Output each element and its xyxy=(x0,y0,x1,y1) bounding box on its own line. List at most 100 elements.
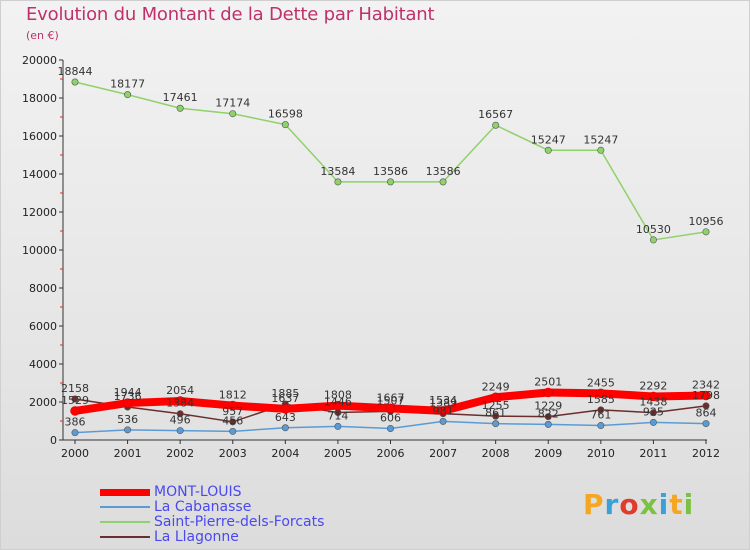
data-point-mont-louis xyxy=(122,398,133,408)
data-point-saint-pierre-dels-forcats xyxy=(386,178,394,186)
data-point-saint-pierre-dels-forcats xyxy=(544,146,552,154)
data-label: 2249 xyxy=(482,380,510,393)
y-tick-label: 14000 xyxy=(22,168,57,181)
x-tick-label: 2001 xyxy=(114,447,142,460)
data-label: 1529 xyxy=(61,394,89,407)
data-point-saint-pierre-dels-forcats xyxy=(124,91,132,99)
data-label: 957 xyxy=(222,405,243,418)
data-point-la-llagonne xyxy=(71,395,79,403)
data-label: 1808 xyxy=(324,389,352,402)
data-point-la-cabanasse xyxy=(71,429,79,437)
chart-title: Evolution du Montant de la Dette par Hab… xyxy=(26,4,435,25)
data-label: 18844 xyxy=(58,65,93,78)
data-label: 761 xyxy=(590,409,611,422)
data-label: 822 xyxy=(538,407,559,420)
data-point-saint-pierre-dels-forcats xyxy=(71,78,79,86)
data-point-mont-louis xyxy=(701,390,711,401)
x-tick-label: 2005 xyxy=(324,447,352,460)
data-label: 2455 xyxy=(587,376,615,389)
data-label: 1507 xyxy=(377,394,405,407)
logo-letter: o xyxy=(619,488,640,521)
data-point-la-cabanasse xyxy=(702,420,710,428)
series-line-saint-pierre-dels-forcats xyxy=(74,81,707,241)
data-point-mont-louis xyxy=(543,387,553,398)
legend-label: La Cabanasse xyxy=(154,499,252,515)
x-tick-label: 2006 xyxy=(377,447,405,460)
data-point-la-llagonne xyxy=(649,409,657,417)
data-point-la-llagonne xyxy=(229,418,237,426)
y-tick-label: 10000 xyxy=(22,244,57,257)
y-tick-label: 6000 xyxy=(29,320,57,333)
data-label: 1944 xyxy=(114,386,142,399)
data-label: 10530 xyxy=(636,223,671,236)
data-label: 1637 xyxy=(271,392,299,405)
x-tick-label: 2010 xyxy=(587,447,615,460)
legend-label: La Llagonne xyxy=(154,529,239,545)
data-point-la-cabanasse xyxy=(229,427,237,435)
data-label: 13586 xyxy=(373,165,408,178)
y-tick-label: 4000 xyxy=(29,358,57,371)
data-point-mont-louis xyxy=(333,400,343,411)
x-tick-label: 2012 xyxy=(692,447,720,460)
data-label: 386 xyxy=(65,416,86,429)
x-tick-label: 2007 xyxy=(429,447,457,460)
data-label: 864 xyxy=(696,407,717,420)
data-label: 13584 xyxy=(320,165,355,178)
data-point-la-llagonne xyxy=(597,406,605,414)
logo-letter: r xyxy=(604,488,620,521)
x-tick-label: 2004 xyxy=(271,447,299,460)
data-label: 606 xyxy=(380,411,401,424)
data-label: 1736 xyxy=(114,390,142,403)
y-tick-label: 2000 xyxy=(29,396,57,409)
data-point-la-cabanasse xyxy=(597,422,605,430)
x-tick-label: 2011 xyxy=(639,447,667,460)
logo-letter: x xyxy=(639,488,659,521)
x-tick-label: 2003 xyxy=(219,447,247,460)
data-label: 1812 xyxy=(219,389,247,402)
data-label: 16567 xyxy=(478,108,513,121)
data-point-saint-pierre-dels-forcats xyxy=(702,228,710,236)
data-label: 536 xyxy=(117,413,138,426)
data-point-la-cabanasse xyxy=(386,424,394,432)
legend-label: Saint-Pierre-dels-Forcats xyxy=(154,514,325,530)
data-label: 1229 xyxy=(534,400,562,413)
logo-letter: i xyxy=(683,488,695,521)
data-point-mont-louis xyxy=(648,391,659,402)
x-tick-label: 2000 xyxy=(61,447,89,460)
data-label: 13586 xyxy=(426,165,461,178)
data-label: 496 xyxy=(170,414,191,427)
data-label: 714 xyxy=(327,409,348,422)
data-label: 15247 xyxy=(531,133,566,146)
data-point-mont-louis xyxy=(175,396,185,406)
data-point-la-cabanasse xyxy=(124,426,132,434)
data-point-mont-louis xyxy=(385,403,396,414)
y-tick-label: 20000 xyxy=(22,54,57,67)
data-label: 2158 xyxy=(61,382,89,395)
x-tick-label: 2002 xyxy=(166,447,194,460)
legend-swatch-la-llagonne xyxy=(100,536,150,538)
y-tick-label: 12000 xyxy=(22,206,57,219)
x-tick-label: 2009 xyxy=(534,447,562,460)
legend-swatch-saint-pierre xyxy=(100,521,150,523)
data-point-saint-pierre-dels-forcats xyxy=(597,146,605,154)
data-label: 1255 xyxy=(482,399,510,412)
data-label: 18177 xyxy=(110,78,145,91)
data-point-mont-louis xyxy=(280,404,291,414)
data-label: 1798 xyxy=(692,389,720,402)
legend-swatch-mont-louis xyxy=(100,489,150,496)
legend-label: MONT-LOUIS xyxy=(154,484,242,500)
data-point-la-cabanasse xyxy=(281,424,289,432)
data-point-la-cabanasse xyxy=(439,417,447,425)
data-point-mont-louis xyxy=(438,406,448,416)
data-point-saint-pierre-dels-forcats xyxy=(439,178,447,186)
data-label: 10956 xyxy=(689,215,724,228)
data-label: 1667 xyxy=(377,391,405,404)
data-label: 1585 xyxy=(587,393,615,406)
logo-letter: i xyxy=(658,488,670,521)
data-label: 2342 xyxy=(692,379,720,392)
data-point-la-cabanasse xyxy=(334,422,342,430)
y-tick-label: 8000 xyxy=(29,282,57,295)
data-label: 1389 xyxy=(429,397,457,410)
y-tick-label: 16000 xyxy=(22,130,57,143)
